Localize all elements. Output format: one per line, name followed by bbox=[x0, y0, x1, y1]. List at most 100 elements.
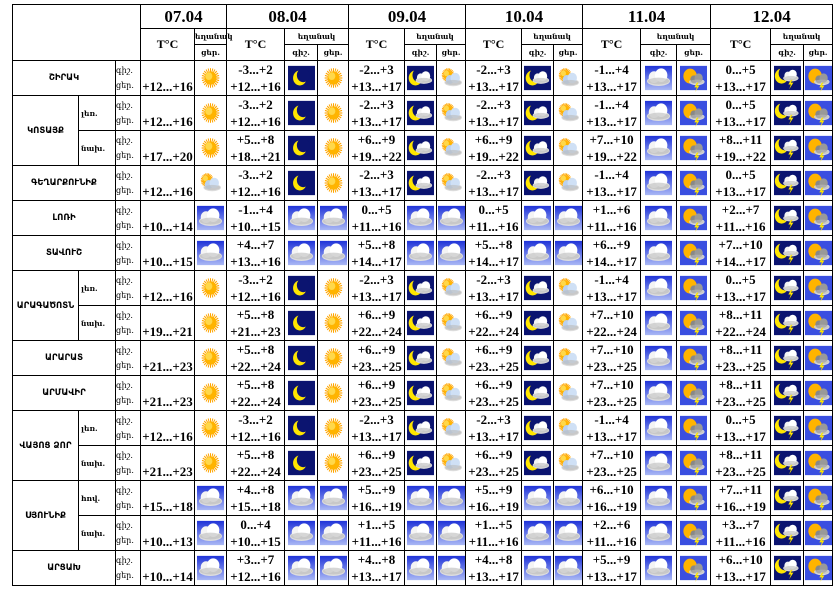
table-row: նախ. գիշ. ցեր. +10...+13 0...+4 +10...+15 +1..… bbox=[13, 515, 834, 551]
day-label: ցեր. bbox=[116, 81, 134, 90]
day-label: ցեր. bbox=[116, 361, 134, 370]
moon-cloud-icon bbox=[521, 340, 555, 376]
sun-icon bbox=[194, 340, 228, 376]
day-header: ցեր. bbox=[317, 44, 350, 61]
temp-header: T°C bbox=[465, 28, 523, 61]
day-label: ցեր. bbox=[116, 186, 134, 195]
day-temp: +16...+19 bbox=[586, 499, 637, 514]
moon-cloud-icon bbox=[521, 445, 555, 481]
temp-cell: -1...+4 +10...+15 bbox=[226, 200, 286, 236]
night-temp: +6...+9 bbox=[357, 342, 396, 357]
moon-storm-icon bbox=[770, 270, 805, 306]
sun-icon bbox=[317, 130, 350, 166]
date-header: 12.04 bbox=[710, 4, 834, 29]
moon-cloud-icon bbox=[404, 270, 438, 306]
temp-cell: +21...+23 bbox=[140, 445, 196, 481]
cloud-icon bbox=[284, 200, 319, 236]
night-temp: +8...+11 bbox=[718, 377, 763, 392]
sun-storm-icon bbox=[803, 445, 834, 481]
night-temp: +8...+11 bbox=[718, 447, 763, 462]
sun-icon bbox=[317, 340, 350, 376]
day-temp: +12...+16 bbox=[142, 289, 193, 304]
night-label: գիշ. bbox=[116, 171, 133, 180]
cloud-icon bbox=[553, 480, 584, 516]
temp-cell: +6...+9 +23...+25 bbox=[348, 445, 406, 481]
date-header: 11.04 bbox=[582, 4, 712, 29]
night-temp: -2...+3 bbox=[359, 412, 394, 427]
day-label: ցեր. bbox=[116, 221, 134, 230]
moon-storm-icon bbox=[770, 515, 805, 551]
cloud-icon bbox=[436, 480, 467, 516]
night-temp: 0...+5 bbox=[725, 97, 756, 112]
forecast-table: 07.04 08.04 09.04 10.04 11.04 12.04 T°C եղանակ T… bbox=[11, 4, 834, 586]
day-temp: +13...+17 bbox=[586, 114, 637, 129]
moon-storm-icon bbox=[770, 480, 805, 516]
night-temp: +4...+7 bbox=[236, 237, 275, 252]
moon-cloud-icon bbox=[404, 95, 438, 131]
day-temp: +23...+25 bbox=[715, 464, 766, 479]
sun-storm-icon bbox=[803, 270, 834, 306]
day-temp: +13...+17 bbox=[468, 184, 519, 199]
temp-cell: -3...+2 +12...+16 bbox=[226, 60, 286, 96]
night-temp: 0...+5 bbox=[725, 62, 756, 77]
temp-cell: +5...+8 +21...+23 bbox=[226, 305, 286, 341]
day-temp: +13...+17 bbox=[351, 429, 402, 444]
moon-cloud-icon bbox=[404, 130, 438, 166]
weather-header: եղանակ bbox=[521, 28, 584, 45]
night-temp: -3...+2 bbox=[238, 412, 273, 427]
moon-storm-icon bbox=[770, 200, 805, 236]
moon-cloud-icon bbox=[404, 340, 438, 376]
night-temp: +4...+8 bbox=[474, 552, 513, 567]
time-labels: գիշ. ցեր. bbox=[114, 445, 142, 481]
night-temp: +7...+11 bbox=[718, 482, 763, 497]
temp-cell: -2...+3 +13...+17 bbox=[348, 95, 406, 131]
night-temp: +6...+9 bbox=[474, 342, 513, 357]
cloud-icon bbox=[284, 550, 319, 586]
partly-cloudy-icon bbox=[436, 165, 467, 201]
temp-cell: -3...+2 +12...+16 bbox=[226, 270, 286, 306]
day-label: ցեր. bbox=[116, 431, 134, 440]
day-temp: +21...+23 bbox=[142, 394, 193, 409]
night-temp: +4...+8 bbox=[357, 552, 396, 567]
moon-icon bbox=[284, 60, 319, 96]
partly-cloudy-icon bbox=[436, 445, 467, 481]
day-header: ցեր. bbox=[676, 44, 712, 61]
subregion-label: նախ. bbox=[78, 445, 116, 481]
temp-cell: +7...+10 +14...+17 bbox=[710, 235, 772, 271]
day-temp: +13...+17 bbox=[351, 184, 402, 199]
day-temp: +13...+17 bbox=[715, 429, 766, 444]
night-temp: +5...+8 bbox=[236, 447, 275, 462]
night-temp: +6...+9 bbox=[474, 377, 513, 392]
time-labels: գիշ. ցեր. bbox=[114, 95, 142, 131]
day-temp: +19...+22 bbox=[586, 149, 637, 164]
night-temp: +2...+6 bbox=[592, 517, 631, 532]
moon-cloud-icon bbox=[521, 95, 555, 131]
subregion-label: նախ. bbox=[78, 515, 116, 551]
temp-cell: +6...+10 +16...+19 bbox=[582, 480, 642, 516]
sun-storm-icon bbox=[676, 235, 712, 271]
night-temp: -2...+3 bbox=[359, 62, 394, 77]
cloud-icon bbox=[640, 340, 678, 376]
night-temp: -3...+2 bbox=[238, 62, 273, 77]
moon-cloud-icon bbox=[404, 445, 438, 481]
temp-cell: +12...+16 bbox=[140, 270, 196, 306]
day-temp: +13...+17 bbox=[715, 184, 766, 199]
day-temp: +12...+16 bbox=[142, 429, 193, 444]
day-label: ցեր. bbox=[116, 151, 134, 160]
day-temp: +14...+17 bbox=[586, 254, 637, 269]
temp-cell: +1...+5 +11...+16 bbox=[465, 515, 523, 551]
cloud-icon bbox=[317, 200, 350, 236]
table-row: ՍՅՈՒՆԻՔ հով. գիշ. ցեր. +15...+18 +4...+8 +15..… bbox=[12, 480, 834, 551]
temp-header: T°C bbox=[226, 28, 286, 61]
subregion-label: լեռ. bbox=[78, 95, 116, 131]
moon-storm-icon bbox=[770, 235, 805, 271]
day-temp: +10...+15 bbox=[230, 534, 281, 549]
temp-cell: +7...+11 +16...+19 bbox=[710, 480, 772, 516]
region-name: ՏԱՎՈՒՇ bbox=[12, 235, 116, 271]
day-label: ցեր. bbox=[116, 326, 134, 335]
region-name: ՎԱՅՈՑ ՁՈՐ bbox=[12, 410, 79, 481]
cloud-icon bbox=[521, 515, 555, 551]
cloud-icon bbox=[194, 235, 228, 271]
cloud-icon bbox=[284, 480, 319, 516]
day-temp: +13...+17 bbox=[586, 569, 637, 584]
